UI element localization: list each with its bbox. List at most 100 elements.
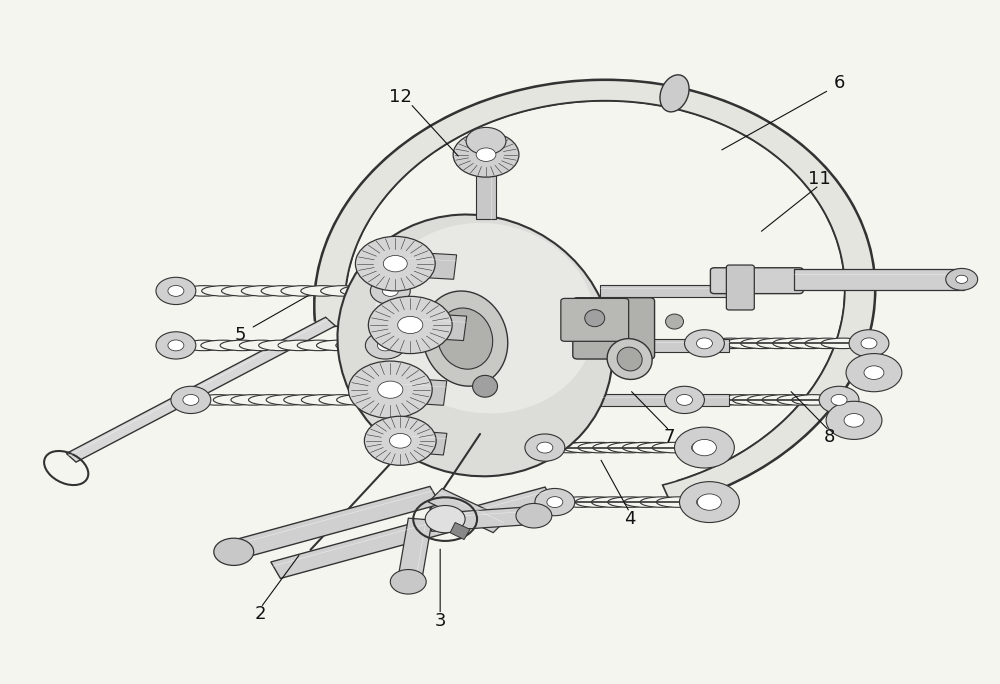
Ellipse shape bbox=[660, 75, 689, 112]
Circle shape bbox=[214, 538, 254, 566]
Circle shape bbox=[168, 285, 184, 296]
Circle shape bbox=[946, 268, 978, 290]
Circle shape bbox=[156, 277, 196, 304]
Ellipse shape bbox=[201, 340, 245, 351]
Circle shape bbox=[547, 497, 563, 508]
Polygon shape bbox=[271, 487, 555, 579]
Ellipse shape bbox=[622, 443, 666, 453]
Polygon shape bbox=[315, 80, 875, 505]
Polygon shape bbox=[600, 339, 729, 352]
Circle shape bbox=[377, 340, 393, 351]
Text: 4: 4 bbox=[624, 510, 635, 528]
Ellipse shape bbox=[259, 340, 303, 351]
Ellipse shape bbox=[559, 497, 603, 508]
Circle shape bbox=[956, 275, 968, 283]
Ellipse shape bbox=[249, 395, 292, 405]
Ellipse shape bbox=[213, 395, 257, 405]
Ellipse shape bbox=[747, 395, 791, 405]
Circle shape bbox=[692, 439, 716, 456]
Ellipse shape bbox=[805, 338, 849, 349]
Ellipse shape bbox=[656, 497, 700, 508]
Circle shape bbox=[370, 277, 410, 304]
Circle shape bbox=[365, 386, 405, 414]
Circle shape bbox=[390, 570, 426, 594]
Ellipse shape bbox=[261, 286, 305, 296]
Ellipse shape bbox=[239, 340, 283, 351]
Circle shape bbox=[383, 256, 407, 272]
Text: 6: 6 bbox=[833, 74, 845, 92]
Text: 11: 11 bbox=[808, 170, 830, 187]
Polygon shape bbox=[429, 507, 531, 531]
Ellipse shape bbox=[718, 395, 761, 405]
Ellipse shape bbox=[473, 376, 498, 397]
Ellipse shape bbox=[608, 497, 652, 508]
Text: 5: 5 bbox=[235, 326, 246, 344]
Ellipse shape bbox=[617, 347, 642, 371]
Ellipse shape bbox=[732, 395, 776, 405]
Ellipse shape bbox=[725, 338, 768, 349]
Circle shape bbox=[680, 482, 739, 523]
Ellipse shape bbox=[321, 286, 365, 296]
Polygon shape bbox=[231, 486, 440, 559]
Ellipse shape bbox=[266, 395, 310, 405]
Circle shape bbox=[535, 488, 575, 516]
FancyBboxPatch shape bbox=[573, 298, 655, 359]
Circle shape bbox=[365, 332, 405, 359]
Ellipse shape bbox=[703, 395, 747, 405]
Circle shape bbox=[864, 366, 884, 380]
Circle shape bbox=[525, 434, 565, 461]
Ellipse shape bbox=[422, 291, 508, 386]
Circle shape bbox=[378, 381, 403, 398]
FancyBboxPatch shape bbox=[710, 267, 803, 293]
Ellipse shape bbox=[789, 338, 833, 349]
Circle shape bbox=[398, 317, 423, 334]
Ellipse shape bbox=[741, 338, 785, 349]
Circle shape bbox=[390, 434, 411, 448]
Ellipse shape bbox=[640, 497, 684, 508]
Ellipse shape bbox=[336, 340, 380, 351]
Circle shape bbox=[377, 395, 393, 406]
Ellipse shape bbox=[585, 310, 605, 327]
Ellipse shape bbox=[281, 286, 325, 296]
Circle shape bbox=[846, 354, 902, 392]
Ellipse shape bbox=[220, 340, 264, 351]
Ellipse shape bbox=[241, 286, 285, 296]
Ellipse shape bbox=[593, 443, 637, 453]
Ellipse shape bbox=[284, 395, 328, 405]
Circle shape bbox=[826, 402, 882, 439]
Circle shape bbox=[348, 361, 432, 419]
Ellipse shape bbox=[231, 395, 275, 405]
Polygon shape bbox=[66, 317, 335, 462]
Ellipse shape bbox=[563, 443, 607, 453]
Ellipse shape bbox=[337, 215, 613, 476]
Ellipse shape bbox=[182, 286, 226, 296]
Circle shape bbox=[516, 503, 552, 528]
Ellipse shape bbox=[757, 338, 801, 349]
Ellipse shape bbox=[301, 286, 345, 296]
Ellipse shape bbox=[575, 497, 619, 508]
Polygon shape bbox=[476, 155, 496, 220]
Ellipse shape bbox=[773, 338, 817, 349]
Ellipse shape bbox=[666, 314, 683, 329]
Ellipse shape bbox=[196, 395, 240, 405]
Text: 8: 8 bbox=[823, 428, 835, 447]
Circle shape bbox=[675, 427, 734, 468]
Ellipse shape bbox=[637, 443, 681, 453]
Circle shape bbox=[156, 332, 196, 359]
Circle shape bbox=[679, 434, 719, 461]
Text: 12: 12 bbox=[389, 88, 412, 106]
Ellipse shape bbox=[578, 443, 622, 453]
Ellipse shape bbox=[278, 340, 322, 351]
FancyBboxPatch shape bbox=[726, 265, 754, 310]
Ellipse shape bbox=[762, 395, 806, 405]
Circle shape bbox=[696, 497, 712, 508]
Polygon shape bbox=[600, 285, 729, 297]
Ellipse shape bbox=[375, 223, 595, 413]
Circle shape bbox=[466, 127, 506, 155]
Circle shape bbox=[425, 505, 465, 533]
Ellipse shape bbox=[337, 395, 380, 405]
FancyBboxPatch shape bbox=[561, 298, 629, 341]
Ellipse shape bbox=[821, 338, 865, 349]
Ellipse shape bbox=[607, 339, 652, 380]
Ellipse shape bbox=[437, 308, 493, 369]
